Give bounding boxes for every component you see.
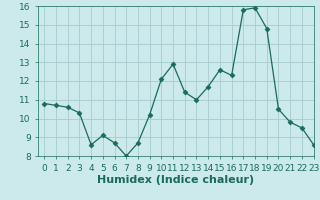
X-axis label: Humidex (Indice chaleur): Humidex (Indice chaleur) xyxy=(97,175,255,185)
